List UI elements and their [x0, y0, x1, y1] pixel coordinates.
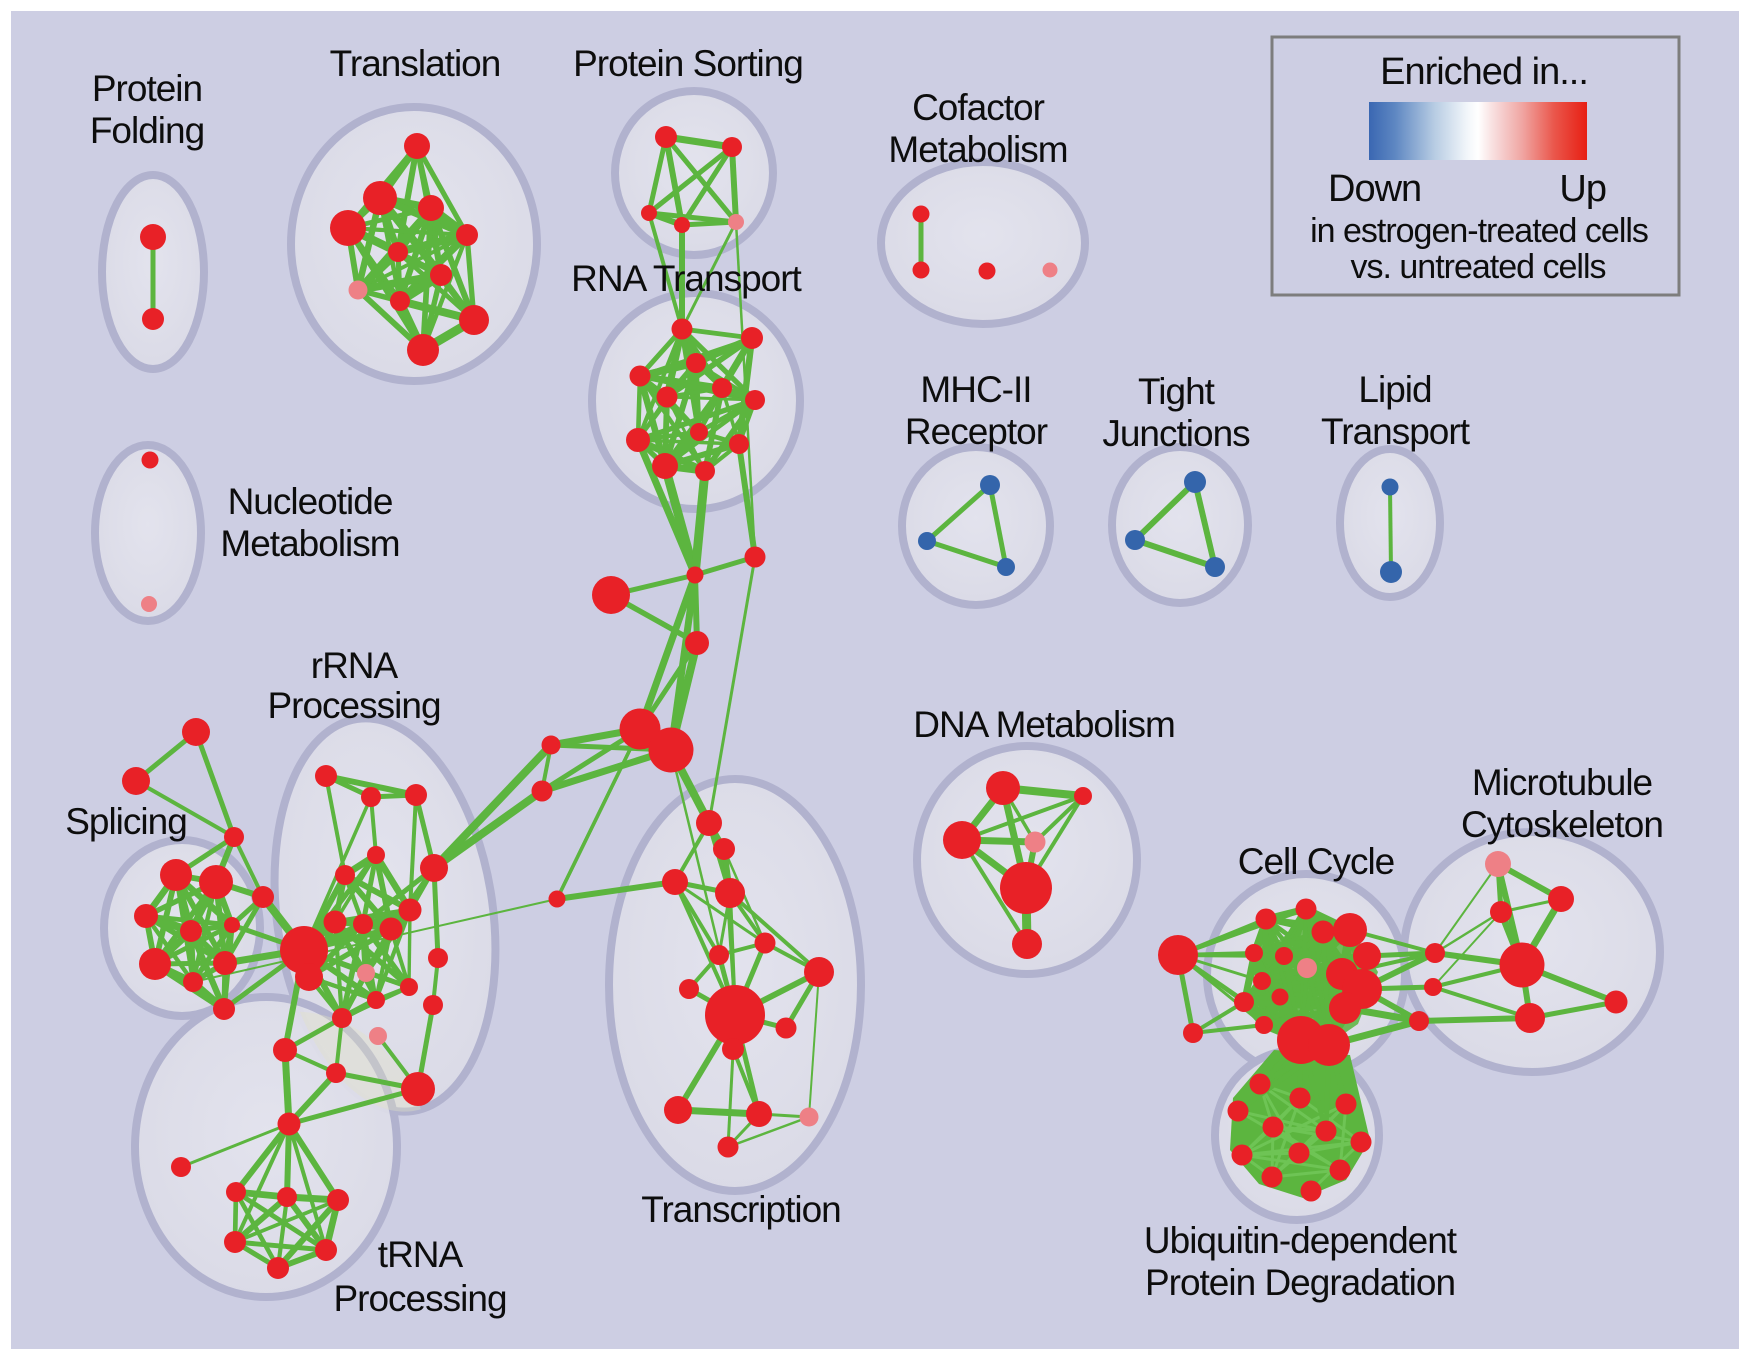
svg-text:Metabolism: Metabolism: [220, 523, 399, 564]
svg-text:Protein Degradation: Protein Degradation: [1145, 1262, 1455, 1303]
svg-text:Protein Sorting: Protein Sorting: [573, 43, 803, 84]
svg-text:rRNA: rRNA: [311, 645, 399, 686]
svg-text:Transcription: Transcription: [641, 1189, 840, 1230]
svg-text:DNA Metabolism: DNA Metabolism: [913, 704, 1175, 745]
svg-text:in estrogen-treated cells: in estrogen-treated cells: [1310, 212, 1648, 250]
svg-text:vs. untreated cells: vs. untreated cells: [1350, 248, 1605, 286]
svg-text:Cell Cycle: Cell Cycle: [1238, 841, 1395, 882]
svg-text:RNA Transport: RNA Transport: [571, 258, 802, 299]
svg-text:tRNA: tRNA: [378, 1234, 464, 1275]
svg-text:Tight: Tight: [1138, 371, 1216, 412]
svg-text:Processing: Processing: [267, 685, 440, 726]
svg-text:Cofactor: Cofactor: [912, 87, 1045, 128]
svg-text:Receptor: Receptor: [905, 411, 1048, 452]
svg-text:Enriched in...: Enriched in...: [1380, 51, 1588, 93]
svg-text:Metabolism: Metabolism: [888, 129, 1067, 170]
svg-text:Transport: Transport: [1321, 411, 1471, 452]
svg-text:Folding: Folding: [90, 110, 204, 151]
svg-text:Up: Up: [1559, 168, 1606, 210]
svg-text:Ubiquitin-dependent: Ubiquitin-dependent: [1144, 1220, 1458, 1261]
svg-text:Protein: Protein: [92, 68, 202, 109]
svg-text:Translation: Translation: [330, 43, 501, 84]
svg-text:Junctions: Junctions: [1102, 413, 1250, 454]
svg-text:Cytoskeleton: Cytoskeleton: [1461, 804, 1663, 845]
svg-text:Processing: Processing: [333, 1278, 506, 1319]
svg-text:Nucleotide: Nucleotide: [228, 481, 393, 522]
svg-text:Lipid: Lipid: [1358, 369, 1431, 410]
svg-text:Splicing: Splicing: [65, 801, 187, 842]
svg-text:Down: Down: [1328, 168, 1421, 210]
svg-text:MHC-II: MHC-II: [920, 369, 1031, 410]
svg-text:Microtubule: Microtubule: [1472, 762, 1652, 803]
